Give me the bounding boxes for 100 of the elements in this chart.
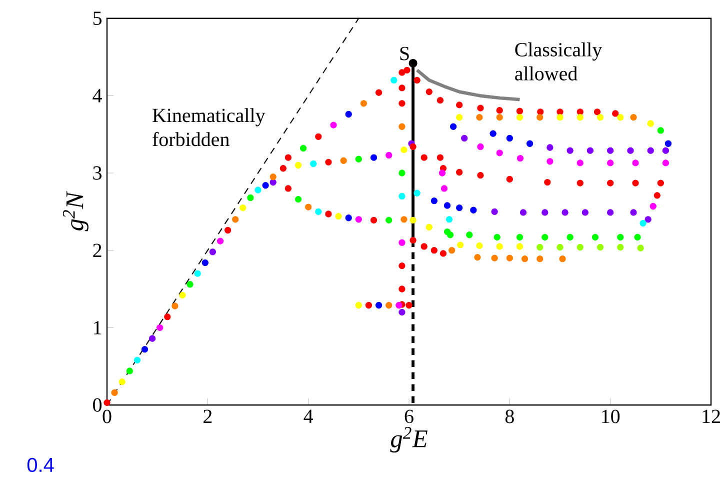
point (521, 256, 528, 262)
x-tick-label: 4 (304, 410, 314, 423)
x-tick-label: 12 (702, 410, 720, 423)
point (576, 108, 584, 116)
y-tick-label: 4 (92, 89, 102, 102)
point (420, 154, 428, 161)
point (556, 114, 564, 121)
point (370, 216, 378, 224)
point (644, 216, 652, 223)
x-tick-label: 0 (102, 410, 112, 424)
point (315, 133, 322, 140)
y-tick-label: 5 (93, 12, 102, 25)
point (456, 102, 463, 108)
x-tick-label: 8 (505, 410, 514, 424)
point (284, 185, 292, 192)
point (491, 254, 498, 262)
x-tick-label: 6 (404, 410, 414, 424)
point (325, 210, 332, 218)
point (612, 110, 619, 117)
point (594, 108, 601, 116)
x-axis-title: g$^{2}$E (390, 427, 428, 453)
point (477, 104, 484, 112)
point (398, 100, 406, 107)
point (477, 172, 484, 179)
point (398, 286, 406, 292)
point (542, 209, 548, 216)
point (398, 262, 406, 270)
point (544, 178, 551, 186)
point (496, 150, 503, 156)
point (546, 158, 554, 165)
point (491, 208, 498, 216)
point (404, 66, 410, 74)
point (520, 209, 527, 216)
point (438, 170, 446, 176)
point (141, 346, 148, 353)
y-tick-label: 0 (93, 398, 102, 412)
y-tick-label: 3 (93, 166, 102, 180)
annotation: Kinematically forbidden (152, 108, 266, 146)
point (654, 192, 660, 199)
point (566, 147, 574, 154)
point (474, 254, 481, 261)
point (562, 209, 568, 216)
point (662, 147, 670, 154)
point (576, 160, 584, 166)
point (556, 108, 564, 116)
point (586, 147, 594, 154)
point (477, 143, 484, 150)
y-tick-label: 1 (94, 321, 102, 334)
point (630, 209, 637, 216)
point (576, 114, 584, 121)
point (430, 247, 438, 254)
point (596, 244, 604, 251)
point (262, 182, 269, 189)
point (134, 356, 141, 364)
point (607, 180, 614, 186)
point (516, 154, 524, 162)
point (426, 88, 432, 96)
point (494, 234, 500, 241)
point (662, 160, 670, 166)
point (657, 180, 664, 186)
point (596, 114, 604, 121)
point (647, 147, 654, 154)
point (536, 244, 544, 251)
point (375, 89, 382, 96)
point (516, 114, 524, 121)
point (408, 58, 418, 68)
point (617, 244, 624, 251)
point (566, 234, 574, 241)
point (410, 236, 416, 244)
annotation: S (400, 46, 409, 60)
point (496, 107, 503, 114)
point (440, 185, 448, 192)
point (576, 244, 584, 251)
point (506, 254, 514, 262)
text: 0.4 (27, 458, 54, 472)
point (440, 250, 447, 257)
point (398, 84, 406, 92)
point (202, 259, 208, 266)
point (456, 114, 463, 121)
point (632, 160, 639, 166)
point (607, 160, 614, 166)
point (284, 154, 292, 161)
point (506, 176, 514, 183)
x-tick-label: 2 (204, 410, 212, 423)
point (634, 234, 641, 241)
point (559, 256, 566, 262)
point (592, 234, 599, 241)
point (582, 209, 589, 216)
point (556, 244, 564, 251)
x-tick-label: 10 (602, 410, 620, 424)
point (516, 108, 524, 114)
point (420, 243, 428, 250)
point (632, 180, 639, 186)
point (456, 168, 463, 176)
point (617, 114, 624, 121)
point (617, 234, 624, 241)
point (410, 143, 416, 150)
point (576, 180, 584, 186)
point (406, 302, 412, 309)
point (607, 209, 614, 216)
